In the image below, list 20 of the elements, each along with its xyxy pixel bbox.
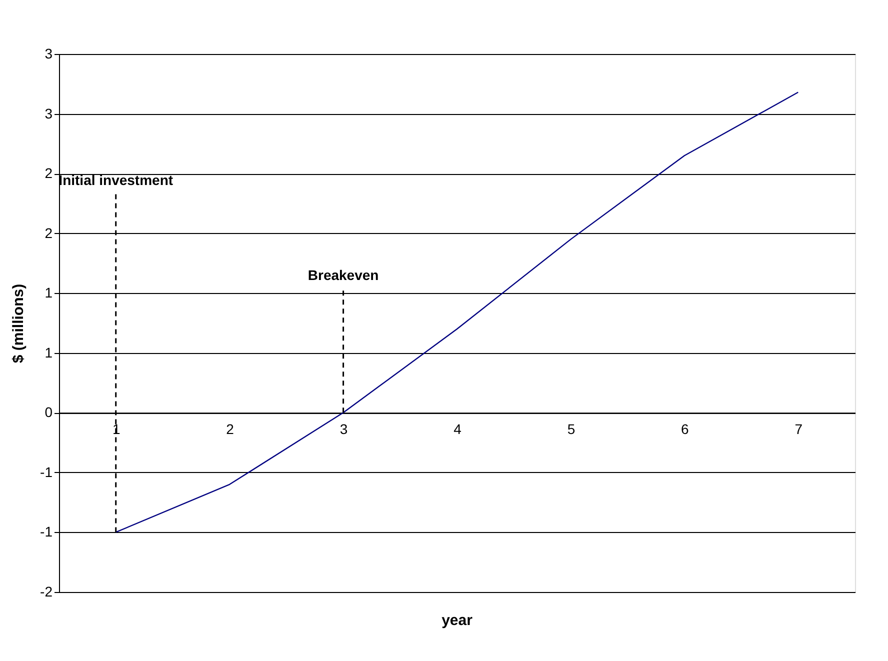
x-tick-label: 5 — [567, 421, 576, 438]
y-tick-label: 1 — [44, 344, 53, 360]
x-tick-label: 2 — [226, 421, 234, 438]
annotation: Initial investment — [58, 172, 174, 188]
annotation: Breakeven — [308, 267, 379, 283]
y-axis-title: $ (millions) — [10, 284, 28, 364]
x-tick-label: 3 — [340, 421, 348, 438]
x-tick-label: 7 — [794, 421, 803, 438]
y-tick-label: -1 — [40, 464, 53, 480]
y-tick-label: 2 — [44, 224, 53, 241]
y-tick-label: -1 — [40, 524, 53, 540]
y-tick-label: 0 — [44, 404, 53, 420]
x-axis-title: year — [442, 612, 473, 629]
x-tick-label: 6 — [681, 421, 690, 438]
x-tick-label: 4 — [454, 421, 462, 438]
y-tick-label: 3 — [44, 105, 53, 122]
y-tick-label: -2 — [40, 584, 53, 600]
y-tick-label: 3 — [44, 46, 53, 62]
y-tick-label: 1 — [44, 284, 53, 301]
y-tick-label: 2 — [44, 165, 53, 182]
